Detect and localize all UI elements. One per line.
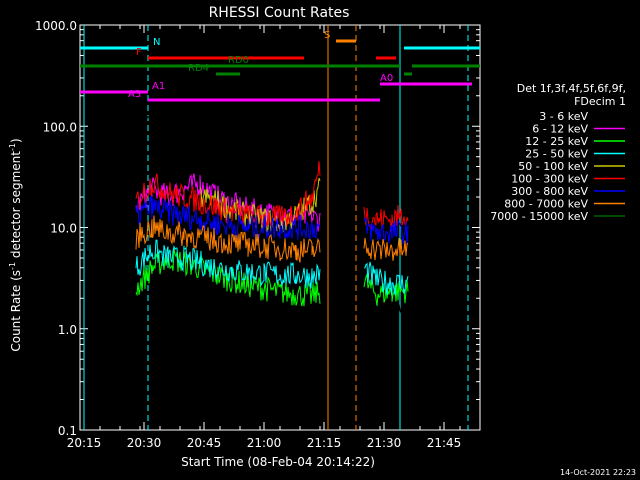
flag-label-S: S: [324, 30, 330, 41]
flag-label-N: N: [153, 37, 160, 48]
series-line-300-800keV: [135, 195, 321, 241]
series-line-800-7000keV: [135, 215, 321, 263]
svg-text:Count Rate (s-1 detector segme: Count Rate (s-1 detector segment-1): [8, 138, 23, 351]
flag-label-RD4: RD4: [188, 63, 209, 74]
y-axis-label-part3: ): [9, 138, 23, 143]
flag-label-A0: A0: [380, 73, 393, 84]
x-axis-label: Start Time (08-Feb-04 20:14:22): [181, 455, 375, 469]
legend-header-2: FDecim 1: [574, 95, 626, 108]
y-tick-label: 0.1: [58, 424, 77, 438]
x-tick-label: 21:30: [367, 436, 402, 450]
series-line-6-12keV: [135, 173, 321, 232]
flag-label-A3: A3: [128, 89, 141, 100]
legend-label: 800 - 7000 keV: [504, 198, 588, 211]
legend-label: 6 - 12 keV: [532, 123, 588, 136]
y-axis-label: Count Rate (s-1 detector segment-1): [8, 138, 23, 351]
y-axis-label-sup1: -1: [8, 262, 17, 270]
legend-label: 25 - 50 keV: [525, 148, 588, 161]
plot-area: 0.1 1.0 10.0 100.0 1000.0 20:15 20:30 20:45 21:0…: [35, 19, 481, 450]
legend-label: 300 - 800 keV: [511, 185, 588, 198]
series-line-800-7000keV: [363, 237, 409, 261]
y-axis-label-part1: Count Rate (s: [9, 270, 23, 352]
y-tick-label: 10.0: [50, 222, 77, 236]
chart-title: RHESSI Count Rates: [209, 5, 350, 21]
x-tick-label: 21:00: [247, 436, 282, 450]
y-tick-label: 1.0: [58, 323, 77, 337]
flag-label-A1: A1: [152, 81, 165, 92]
y-axis-label-part2: detector segment: [9, 151, 23, 262]
series-line-100-300keV: [135, 161, 321, 228]
legend: Det 1f,3f,4f,5f,6f,9f, FDecim 1 3 - 6 ke…: [490, 82, 626, 223]
x-tick-label: 21:15: [307, 436, 342, 450]
y-axis-label-sup2: -1: [8, 143, 17, 151]
footer-timestamp: 14-Oct-2021 22:23: [560, 468, 636, 477]
series-line-25-50keV: [363, 261, 409, 296]
x-tick-label: 20:15: [67, 436, 102, 450]
x-tick-label: 20:45: [187, 436, 222, 450]
y-tick-label: 1000.0: [35, 19, 77, 33]
series-line-300-800keV: [363, 217, 409, 245]
legend-label: 7000 - 15000 keV: [490, 210, 588, 223]
x-tick-label: 20:30: [127, 436, 162, 450]
legend-label: 3 - 6 keV: [539, 110, 588, 123]
legend-label: 100 - 300 keV: [511, 173, 588, 186]
legend-label: 12 - 25 keV: [525, 135, 588, 148]
y-tick-label: 100.0: [43, 120, 77, 134]
legend-header-1: Det 1f,3f,4f,5f,6f,9f,: [517, 82, 626, 95]
legend-label: 50 - 100 keV: [518, 160, 588, 173]
flag-label-RD0: RD0: [228, 55, 249, 66]
x-tick-label: 21:45: [427, 436, 462, 450]
series-line-25-50keV: [135, 239, 321, 289]
flag-label-F: F: [136, 47, 142, 58]
